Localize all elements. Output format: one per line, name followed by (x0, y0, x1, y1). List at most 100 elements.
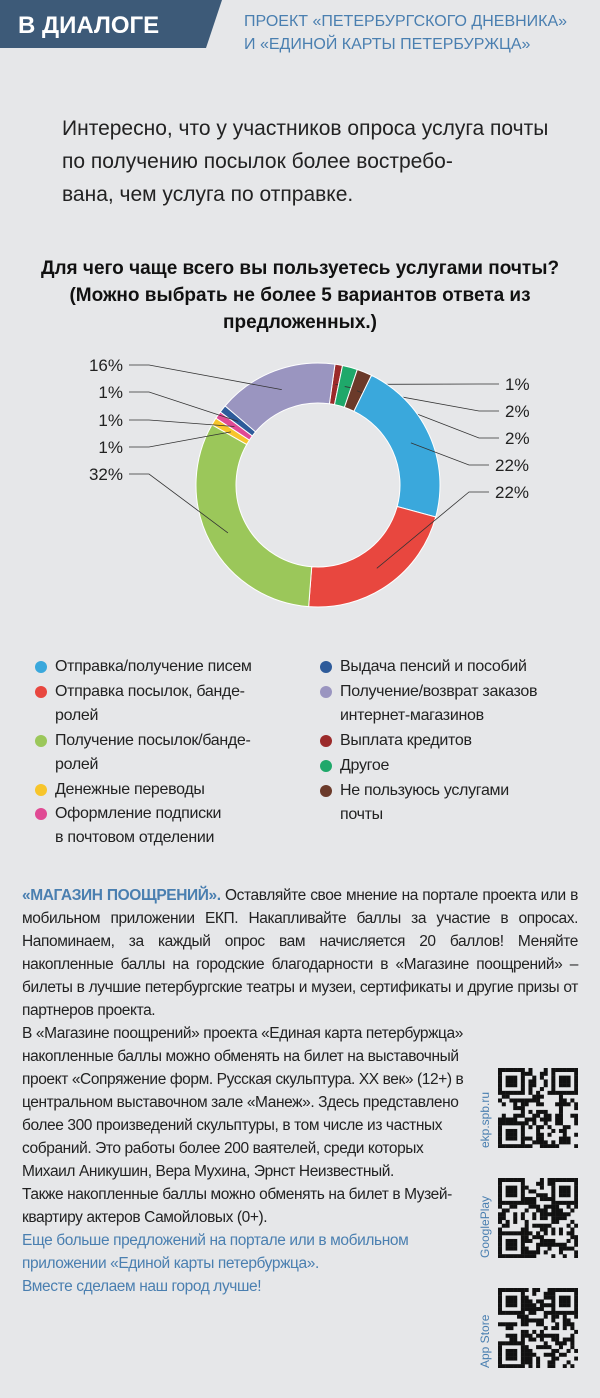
qr-cell (539, 1117, 544, 1122)
qr-cell (517, 1288, 522, 1293)
qr-cell (574, 1068, 578, 1073)
qr-cell (551, 1219, 556, 1224)
qr-cell (543, 1121, 548, 1126)
qr-cell (524, 1231, 529, 1236)
qr-cell (536, 1246, 541, 1251)
qr-cell (520, 1098, 525, 1103)
qr-cell (509, 1242, 514, 1247)
qr-cell (539, 1075, 544, 1080)
qr-cell (517, 1178, 522, 1183)
qr-cell (551, 1231, 556, 1236)
qr-cell (505, 1083, 510, 1088)
qr-cell (524, 1254, 529, 1258)
qr-cell (498, 1291, 503, 1296)
qr-cell (551, 1075, 556, 1080)
qr-cell (501, 1200, 506, 1205)
qr-cell (566, 1212, 571, 1217)
qr-cell (505, 1178, 510, 1183)
qr-cell (498, 1345, 503, 1350)
qr-cell (547, 1242, 552, 1247)
qr-cell (520, 1144, 525, 1148)
qr-cell (547, 1132, 552, 1137)
qr-cell (570, 1200, 575, 1205)
qr-cell (524, 1348, 529, 1353)
qr-cell (524, 1360, 529, 1365)
qr-cell (520, 1231, 525, 1236)
qr-cell (562, 1364, 567, 1368)
promo-closing: Еще больше предложений на портале или в … (22, 1232, 409, 1272)
qr-cell (509, 1068, 514, 1073)
qr-cell (536, 1223, 541, 1228)
qr-cell (532, 1254, 537, 1258)
qr-cell (520, 1337, 525, 1342)
qr-cell (501, 1117, 506, 1122)
legend-item: Получение посылок/банде- ролей (35, 729, 251, 777)
qr-cell (551, 1337, 556, 1342)
qr-cell (539, 1140, 544, 1145)
qr-cell (539, 1136, 544, 1141)
qr-cell (555, 1102, 560, 1107)
qr-cell (574, 1238, 578, 1243)
qr-cell (543, 1079, 548, 1084)
qr-cell (536, 1204, 541, 1209)
qr-cell (528, 1303, 533, 1308)
qr-cell (509, 1295, 514, 1300)
qr-cell (558, 1303, 563, 1308)
qr-cell (524, 1299, 529, 1304)
qr-cell (547, 1181, 552, 1186)
qr-cell (528, 1360, 533, 1365)
qr-cell (551, 1068, 556, 1073)
qr-cell (536, 1299, 541, 1304)
qr-cell (532, 1079, 537, 1084)
qr-cell (528, 1068, 533, 1073)
qr-cell (574, 1303, 578, 1308)
qr-cell (551, 1144, 556, 1148)
qr-cell (547, 1333, 552, 1338)
qr-cell (524, 1197, 529, 1202)
qr-cell (570, 1227, 575, 1232)
qr-cell (509, 1200, 514, 1205)
qr-cell (543, 1193, 548, 1198)
qr-cell (505, 1121, 510, 1126)
qr-cell (570, 1068, 575, 1073)
qr-cell (574, 1087, 578, 1092)
chart: 1% 2% 2% 22% 22% 32% 1% 1% 1% 16% (89, 356, 530, 608)
qr-cell (562, 1132, 567, 1137)
qr-cell (562, 1083, 567, 1088)
qr-cell (570, 1337, 575, 1342)
qr-cell (501, 1288, 506, 1293)
qr-cell (509, 1144, 514, 1148)
badge: В ДИАЛОГЕ (0, 0, 222, 48)
qr-cell (505, 1231, 510, 1236)
qr-cell (498, 1352, 503, 1357)
qr-cell (520, 1090, 525, 1095)
qr-cell (520, 1322, 525, 1327)
qr-cell (543, 1109, 548, 1114)
qr-cell (501, 1113, 506, 1118)
qr-cell (505, 1185, 510, 1190)
qr-cell (543, 1341, 548, 1346)
qr-cell (574, 1117, 578, 1122)
qr-cell (501, 1216, 506, 1221)
qr-cell (547, 1360, 552, 1365)
qr-cell (543, 1208, 548, 1213)
qr-cell (513, 1090, 518, 1095)
qr-cell (513, 1102, 518, 1107)
qr-cell (551, 1238, 556, 1243)
qr-cell (498, 1178, 503, 1183)
qr-cell (566, 1322, 571, 1327)
qr-cell (570, 1326, 575, 1331)
qr-cell (555, 1178, 560, 1183)
qr-cell (539, 1181, 544, 1186)
qr-cell (520, 1132, 525, 1137)
qr-cell (517, 1144, 522, 1148)
qr-cell (562, 1136, 567, 1141)
qr-cell (547, 1352, 552, 1357)
qr-cell (570, 1322, 575, 1327)
qr-cell (524, 1333, 529, 1338)
promo-text: Оставляйте свое мнение на портале проект… (22, 887, 578, 1019)
qr-cell (520, 1136, 525, 1141)
qr-cell (539, 1303, 544, 1308)
qr-cell (543, 1117, 548, 1122)
legend-item: Денежные переводы (35, 778, 205, 802)
